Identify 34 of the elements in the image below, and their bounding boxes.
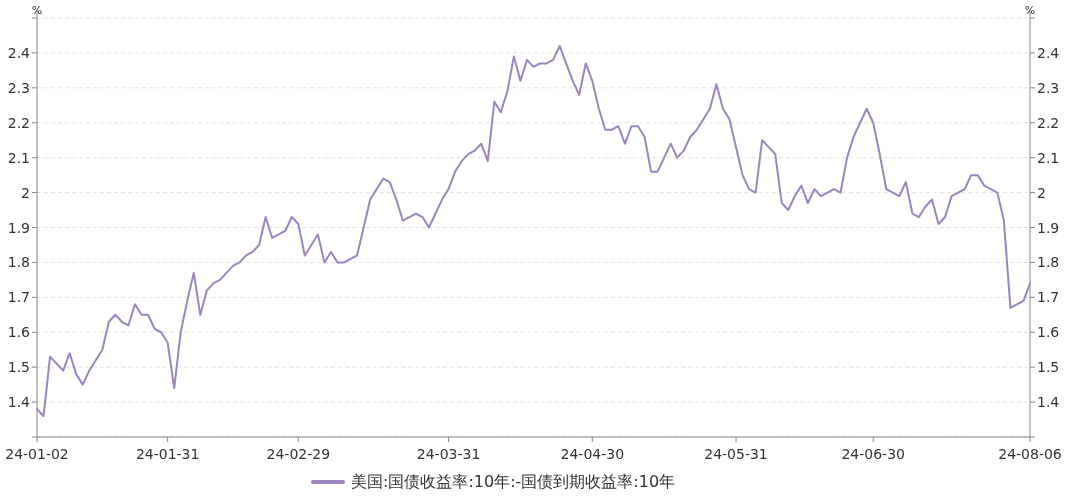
x-tick-label: 24-04-30: [560, 446, 625, 462]
x-tick-label: 24-06-30: [841, 446, 905, 462]
y2-tick-label: 1.7: [1037, 289, 1060, 306]
x-tick-label: 24-05-31: [704, 446, 768, 462]
y2-tick-label: 2: [1037, 184, 1046, 201]
y2-axis-title: %: [1024, 4, 1036, 17]
y2-tick-label: 2.3: [1037, 79, 1060, 96]
y2-tick-label: 2.1: [1037, 149, 1060, 166]
y-tick-label: 2.3: [7, 79, 30, 96]
y2-tick-label: 1.6: [1037, 324, 1060, 341]
y2-tick-label: 1.9: [1037, 219, 1060, 236]
x-tick-label: 24-08-06: [998, 446, 1062, 462]
x-tick-label: 24-02-29: [266, 446, 331, 462]
y-tick-label: 2.1: [7, 149, 30, 166]
y2-tick-label: 1.5: [1037, 359, 1060, 376]
y2-tick-label: 2.2: [1037, 114, 1060, 131]
y-tick-label: 2.2: [7, 114, 30, 131]
y-tick-label: 1.5: [7, 359, 30, 376]
y-tick-label: 2.4: [7, 44, 31, 61]
y-tick-label: 1.4: [7, 394, 31, 411]
y-tick-label: 1.9: [7, 219, 30, 236]
x-tick-label: 24-01-31: [135, 446, 200, 462]
y-axis-title: %: [31, 4, 43, 17]
x-tick-label: 24-03-31: [416, 446, 481, 462]
x-tick-label: 24-01-02: [5, 446, 69, 462]
y2-tick-label: 1.4: [1037, 394, 1060, 411]
y2-tick-label: 2.4: [1037, 44, 1060, 61]
y-tick-label: 1.6: [7, 324, 31, 341]
legend-label: 美国:国债收益率:10年:-国债到期收益率:10年: [351, 472, 676, 491]
y-tick-label: 1.8: [7, 254, 30, 271]
y-tick-label: 1.7: [7, 289, 30, 306]
y-tick-label: 2: [21, 184, 30, 201]
line-series: [36, 44, 1031, 418]
y2-tick-label: 1.8: [1037, 254, 1060, 271]
